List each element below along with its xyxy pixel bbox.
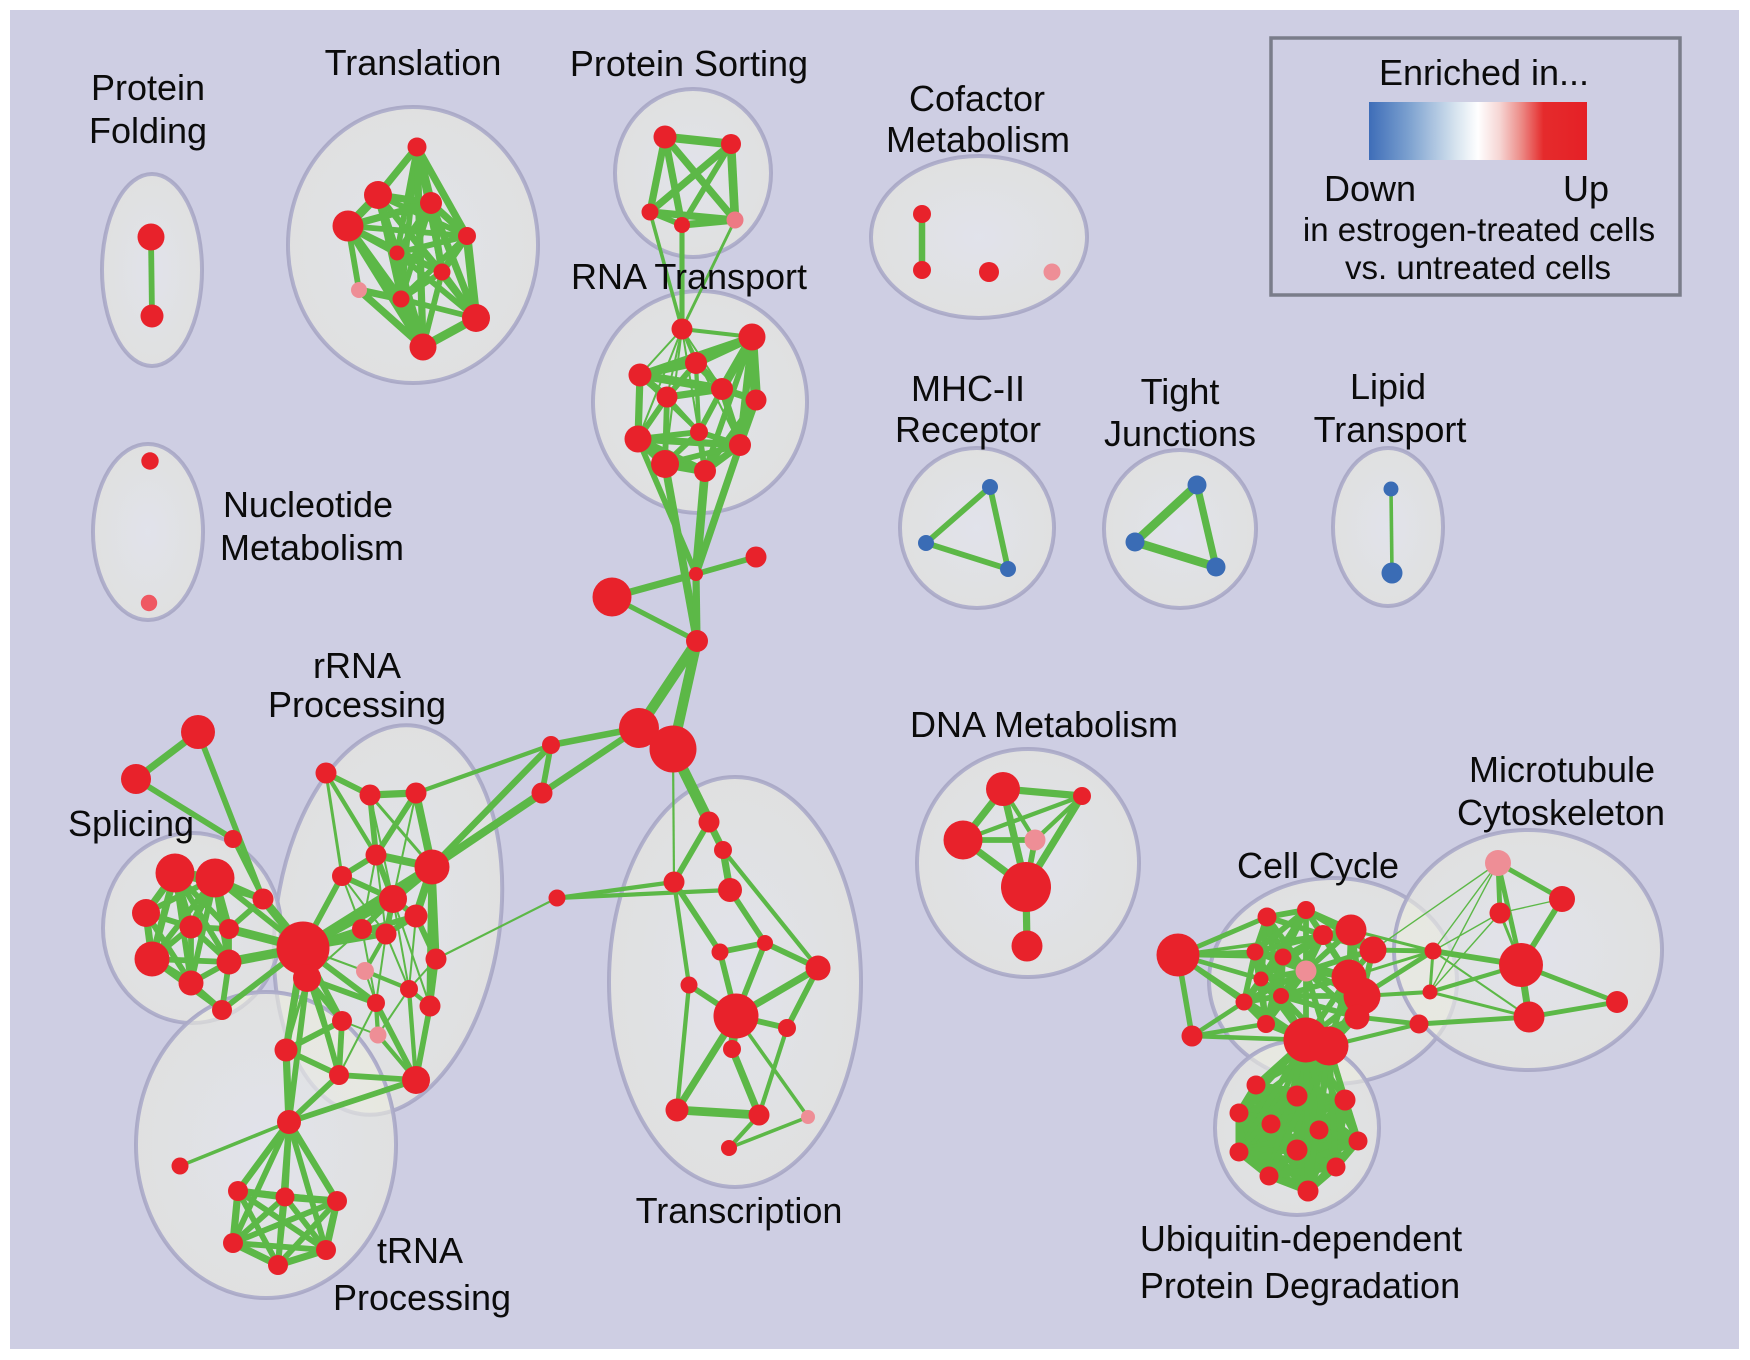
svg-text:Metabolism: Metabolism (886, 119, 1070, 160)
svg-text:Junctions: Junctions (1104, 413, 1256, 454)
svg-text:Protein: Protein (91, 67, 205, 108)
svg-text:Protein Degradation: Protein Degradation (1140, 1265, 1460, 1306)
svg-text:Translation: Translation (325, 42, 502, 83)
svg-text:Microtubule: Microtubule (1469, 749, 1655, 790)
svg-text:Cytoskeleton: Cytoskeleton (1457, 792, 1665, 833)
svg-text:MHC-II: MHC-II (911, 368, 1025, 409)
svg-text:DNA Metabolism: DNA Metabolism (910, 704, 1178, 745)
svg-text:tRNA: tRNA (377, 1230, 463, 1271)
svg-text:Processing: Processing (268, 684, 446, 725)
svg-text:Cell Cycle: Cell Cycle (1237, 845, 1399, 886)
svg-text:in estrogen-treated cells: in estrogen-treated cells (1303, 211, 1655, 248)
svg-text:rRNA: rRNA (313, 645, 401, 686)
svg-text:Splicing: Splicing (68, 803, 194, 844)
svg-text:Folding: Folding (89, 110, 207, 151)
svg-text:RNA Transport: RNA Transport (571, 256, 807, 297)
svg-text:Down: Down (1324, 168, 1416, 209)
svg-text:Tight: Tight (1141, 371, 1220, 412)
svg-text:Nucleotide: Nucleotide (223, 484, 393, 525)
svg-text:vs. untreated cells: vs. untreated cells (1345, 249, 1611, 286)
svg-text:Processing: Processing (333, 1277, 511, 1318)
svg-text:Receptor: Receptor (895, 409, 1041, 450)
svg-text:Lipid: Lipid (1350, 366, 1426, 407)
svg-text:Ubiquitin-dependent: Ubiquitin-dependent (1140, 1218, 1462, 1259)
svg-text:Metabolism: Metabolism (220, 527, 404, 568)
svg-text:Transport: Transport (1314, 409, 1467, 450)
svg-text:Cofactor: Cofactor (909, 78, 1045, 119)
svg-text:Up: Up (1563, 168, 1609, 209)
svg-text:Protein Sorting: Protein Sorting (570, 43, 808, 84)
svg-text:Transcription: Transcription (636, 1190, 843, 1231)
svg-text:Enriched in...: Enriched in... (1379, 52, 1589, 93)
